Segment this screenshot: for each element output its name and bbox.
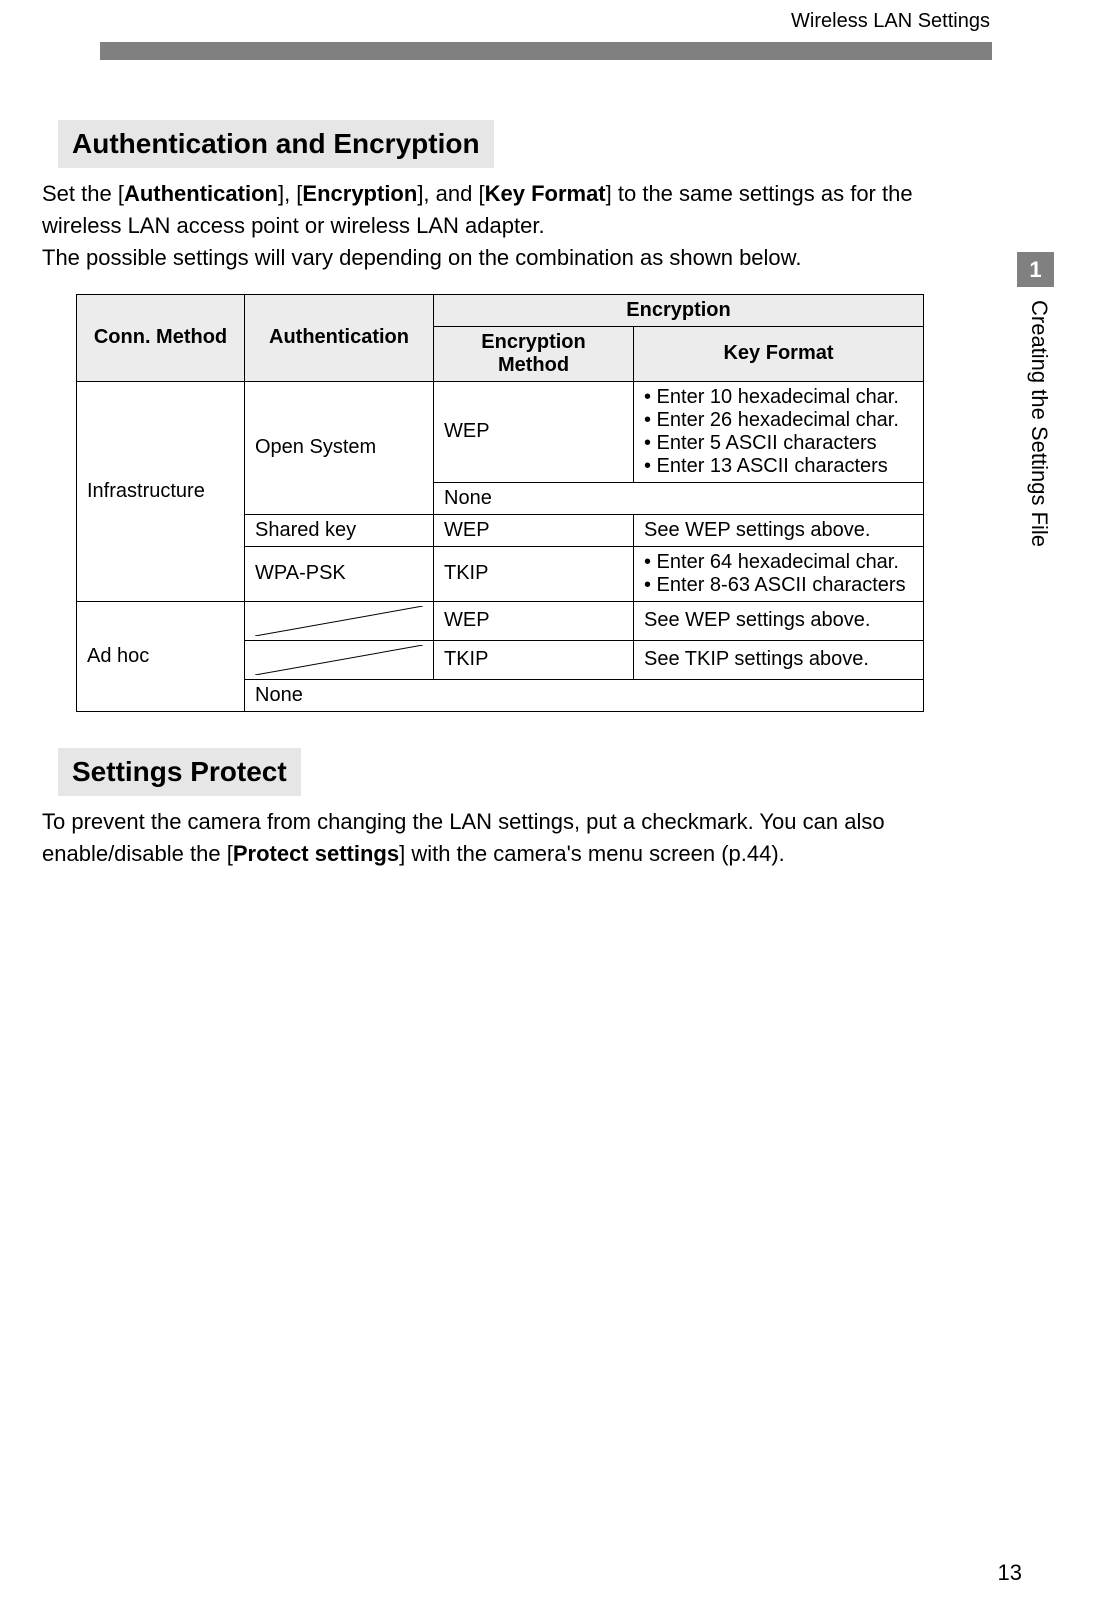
encryption-table: Conn. Method Authentication Encryption E…: [76, 294, 924, 712]
td-adhoc: Ad hoc: [77, 601, 245, 711]
td-wep: WEP: [434, 381, 634, 482]
text: ], and [: [417, 181, 484, 206]
bold-key-format: Key Format: [485, 181, 606, 206]
th-key-format: Key Format: [634, 326, 924, 381]
td-tkip: TKIP: [434, 546, 634, 601]
table-row: Ad hoc WEP See WEP settings above.: [77, 601, 924, 640]
td-diagonal: [245, 601, 434, 640]
table-row: Infrastructure Open System WEP • Enter 1…: [77, 381, 924, 482]
bold-authentication: Authentication: [124, 181, 278, 206]
bold-protect-settings: Protect settings: [233, 841, 399, 866]
key-format-line: • Enter 8-63 ASCII characters: [644, 574, 913, 597]
td-wpa-psk: WPA-PSK: [245, 546, 434, 601]
heading-settings-protect: Settings Protect: [58, 748, 301, 796]
th-encryption-method: Encryption Method: [434, 326, 634, 381]
key-format-line: • Enter 64 hexadecimal char.: [644, 551, 913, 574]
text: The possible settings will vary dependin…: [42, 245, 801, 270]
th-authentication: Authentication: [245, 294, 434, 381]
td-open-system: Open System: [245, 381, 434, 514]
heading-auth-enc: Authentication and Encryption: [58, 120, 494, 168]
td-tkip-keys: • Enter 64 hexadecimal char. • Enter 8-6…: [634, 546, 924, 601]
td-wep2: WEP: [434, 514, 634, 546]
td-wep-keys: • Enter 10 hexadecimal char. • Enter 26 …: [634, 381, 924, 482]
page-header-title: Wireless LAN Settings: [791, 10, 990, 33]
paragraph-settings-protect: To prevent the camera from changing the …: [42, 806, 990, 870]
td-adhoc-see-tkip: See TKIP settings above.: [634, 640, 924, 679]
diagonal-icon: [255, 645, 423, 675]
text: Set the [: [42, 181, 124, 206]
td-none: None: [434, 482, 924, 514]
td-see-wep: See WEP settings above.: [634, 514, 924, 546]
paragraph-auth-enc: Set the [Authentication], [Encryption], …: [42, 178, 990, 274]
content-area: Authentication and Encryption Set the [A…: [42, 120, 990, 889]
td-infrastructure: Infrastructure: [77, 381, 245, 601]
td-adhoc-tkip: TKIP: [434, 640, 634, 679]
td-adhoc-see-wep: See WEP settings above.: [634, 601, 924, 640]
table-header-row: Conn. Method Authentication Encryption: [77, 294, 924, 326]
key-format-line: • Enter 13 ASCII characters: [644, 455, 913, 478]
chapter-label: Creating the Settings File: [1026, 300, 1052, 547]
page-number: 13: [998, 1560, 1022, 1586]
bold-encryption: Encryption: [302, 181, 417, 206]
chapter-tab: 1: [1017, 252, 1054, 287]
header-bar: [100, 42, 992, 60]
th-conn-method: Conn. Method: [77, 294, 245, 381]
th-encryption: Encryption: [434, 294, 924, 326]
key-format-line: • Enter 5 ASCII characters: [644, 432, 913, 455]
td-adhoc-wep: WEP: [434, 601, 634, 640]
diagonal-icon: [255, 606, 423, 636]
text: ] with the camera's menu screen (p.44).: [399, 841, 785, 866]
td-adhoc-none: None: [245, 679, 924, 711]
key-format-line: • Enter 10 hexadecimal char.: [644, 386, 913, 409]
page: Wireless LAN Settings 1 Creating the Set…: [0, 0, 1112, 1616]
key-format-line: • Enter 26 hexadecimal char.: [644, 409, 913, 432]
td-diagonal: [245, 640, 434, 679]
td-shared-key: Shared key: [245, 514, 434, 546]
text: ], [: [278, 181, 302, 206]
